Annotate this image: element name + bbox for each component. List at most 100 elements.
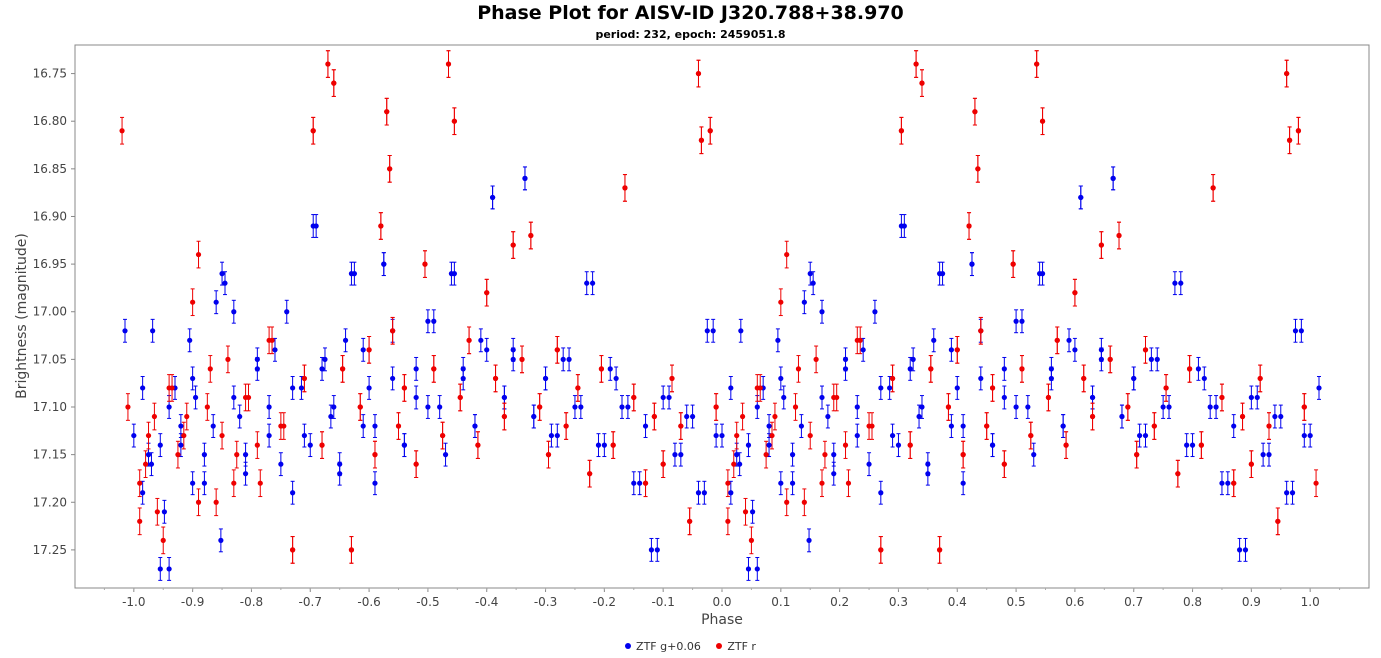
data-point-r [181,432,187,439]
data-point-r [913,61,919,67]
data-point-r [175,452,181,458]
data-point-g [478,337,484,343]
chart-title: Phase Plot for AISV-ID J320.788+38.970 [477,2,904,24]
x-axis-ticks: -1.0 -0.9 -0.8 -0.7 -0.6 -0.5 -0.4 -0.3 -0.2 -0.1… [103,588,1341,609]
data-point-r [234,452,240,458]
y-tick-label: 16.80 [33,114,67,128]
x-tick-label: -0.8 [240,595,263,609]
data-point-g [854,404,860,410]
data-point-g [140,385,146,391]
data-point-r [1210,185,1216,191]
data-point-r [919,80,925,86]
data-point-g [754,404,760,410]
data-point-g [510,347,516,353]
data-point-r [1028,432,1034,439]
data-point-g [637,480,643,486]
data-point-g [254,366,260,372]
data-point-r [928,366,934,372]
data-point-g [1160,404,1166,410]
data-point-r [545,452,552,458]
legend-marker-g [625,643,632,649]
data-point-g [319,366,325,372]
data-point-r [1081,375,1087,382]
data-point-r [510,242,516,248]
data-point-g [442,452,449,458]
data-point-g [278,461,284,467]
data-point-g [1001,394,1007,401]
data-point-g [919,404,925,410]
y-tick-label: 16.75 [33,67,67,81]
data-point-g [1231,423,1237,429]
data-point-r [154,509,160,515]
data-point-g [842,356,849,362]
data-point-g [1166,404,1172,410]
data-point-r [966,223,972,229]
data-point-g [778,480,784,486]
data-point-r [742,509,749,515]
data-point-g [866,461,872,467]
data-point-r [651,413,657,420]
data-point-r [631,394,637,401]
data-point-r [1187,366,1193,372]
data-point-r [1001,461,1007,467]
data-point-g [1225,480,1231,486]
data-point-g [413,394,419,401]
x-axis-label: Phase [701,612,743,628]
data-point-r [642,480,649,486]
data-point-g [213,299,219,305]
x-tick-label: 0.7 [1124,595,1143,609]
data-point-g [190,375,196,382]
data-point-g [749,509,756,515]
data-point-g [298,385,305,391]
data-point-g [806,537,812,543]
data-point-r [563,423,569,429]
data-point-g [401,442,407,448]
data-point-g [472,423,478,429]
data-point-g [860,347,866,353]
data-point-g [660,394,666,401]
data-point-r [528,232,534,239]
data-point-g [960,480,966,486]
data-point-g [1289,490,1296,496]
x-tick-label: 0.8 [1183,595,1202,609]
data-point-g [1242,547,1249,553]
data-point-r [801,499,807,505]
data-point-g [331,404,337,410]
legend-label-g: ZTF g+0.06 [636,639,701,653]
data-point-r [519,356,525,362]
data-point-g [1172,280,1178,286]
data-point-g [613,375,619,382]
data-point-r [366,347,372,353]
data-point-r [1072,290,1078,296]
data-point-r [390,328,396,334]
data-point-g [960,423,966,429]
data-point-g [825,413,831,420]
data-point-r [357,404,363,410]
data-point-g [148,461,155,467]
data-point-r [431,366,437,372]
data-point-g [595,442,602,448]
data-point-g [301,432,307,439]
data-point-g [218,537,224,543]
data-point-g [1066,337,1072,343]
data-point-r [587,471,593,477]
data-point-r [792,404,799,410]
data-point-r [145,432,152,439]
data-point-g [842,366,849,372]
data-point-g [831,452,837,458]
data-point-g [1060,423,1066,429]
data-point-r [1295,128,1302,134]
data-point-g [1154,356,1160,362]
data-point-g [916,413,922,420]
data-point-g [237,413,243,420]
data-point-r [784,251,790,258]
data-point-g [161,509,168,515]
data-point-g [201,452,207,458]
y-tick-label: 16.90 [33,209,67,223]
data-point-r [225,356,231,362]
data-point-g [1301,432,1307,439]
y-tick-label: 16.85 [33,162,67,176]
data-point-r [975,166,981,172]
data-point-g [290,385,296,391]
data-point-g [931,337,937,343]
